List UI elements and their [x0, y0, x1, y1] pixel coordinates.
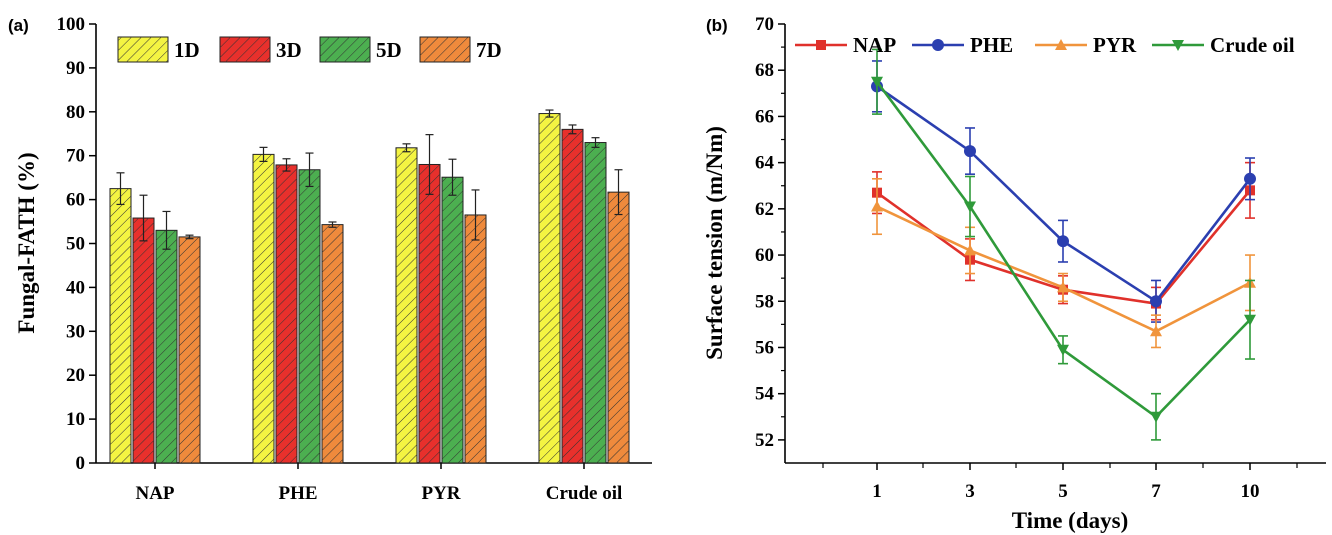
x-tick-label: 3	[965, 481, 975, 502]
bar-hatch	[396, 147, 417, 463]
y-tick-label: 100	[57, 14, 86, 35]
y-axis-title: Surface tension (m/Nm)	[702, 126, 727, 360]
bar-hatch	[110, 188, 131, 463]
y-tick-label: 64	[755, 153, 775, 174]
x-tick-label: 1	[872, 481, 882, 502]
bar-hatch	[253, 154, 274, 463]
bar-hatch	[299, 169, 320, 464]
x-tick-label: PHE	[278, 483, 317, 504]
line-chart-panel: (b) 52 54 56 58 60 62 64 66 68 70 1 3 5 7 10 NAP PHE PY…	[702, 14, 1326, 533]
data-point	[1057, 344, 1069, 356]
y-tick-label: 70	[755, 14, 774, 35]
y-tick-label: 68	[755, 60, 774, 81]
x-tick-label: NAP	[135, 483, 174, 504]
y-tick-label: 50	[66, 234, 85, 255]
y-tick-label: 52	[755, 430, 774, 451]
y-tick-label: 10	[66, 409, 85, 430]
legend-label: PYR	[1093, 33, 1137, 57]
legend-label: 1D	[174, 38, 200, 62]
bar-hatch	[465, 214, 486, 463]
panel-b-label: (b)	[706, 16, 728, 35]
legend-label: 5D	[376, 38, 402, 62]
bar-hatch	[585, 142, 606, 463]
x-axis-title: Time (days)	[1012, 508, 1129, 533]
y-tick-label: 56	[755, 337, 774, 358]
y-tick-label: 70	[66, 146, 85, 167]
bar-hatch	[322, 224, 343, 463]
legend-marker	[1055, 39, 1067, 50]
bar-hatch	[419, 164, 440, 464]
data-point	[1150, 411, 1162, 423]
bar-hatch	[539, 113, 560, 463]
y-tick-label: 30	[66, 321, 85, 342]
legend-swatch-hatch	[420, 37, 470, 62]
y-tick-label: 40	[66, 277, 85, 298]
data-point	[1057, 281, 1069, 293]
y-tick-label: 54	[755, 384, 775, 405]
data-point	[964, 145, 976, 158]
bar-hatch	[442, 177, 463, 463]
legend-label: PHE	[970, 33, 1013, 57]
x-tick-label: 10	[1241, 481, 1260, 502]
legend-swatch-hatch	[220, 37, 270, 62]
data-point	[1057, 235, 1069, 248]
y-tick-label: 66	[755, 106, 774, 127]
legend-swatch-hatch	[320, 37, 370, 62]
data-point	[1150, 325, 1162, 337]
legend-marker	[816, 40, 826, 50]
legend-swatch-hatch	[118, 37, 168, 62]
y-tick-label: 62	[755, 199, 774, 220]
bar-hatch	[562, 129, 583, 464]
data-point	[1244, 314, 1256, 326]
legend-label: Crude oil	[1210, 33, 1295, 57]
legend-label: 3D	[276, 38, 302, 62]
series-line	[876, 85, 1252, 304]
data-point	[1244, 172, 1256, 185]
legend-label: NAP	[853, 33, 896, 57]
bar-hatch	[179, 236, 200, 463]
data-point	[964, 201, 976, 213]
y-axis-title: Fungal-FATH (%)	[14, 152, 39, 333]
bar-hatch	[276, 164, 297, 463]
y-tick-label: 80	[66, 102, 85, 123]
y-tick-label: 58	[755, 291, 774, 312]
panel-a-label: (a)	[8, 16, 29, 35]
y-tick-label: 60	[755, 245, 774, 266]
bar-hatch	[608, 192, 629, 463]
legend-marker	[932, 39, 944, 51]
x-tick-label: 5	[1058, 481, 1068, 502]
legend-marker	[1172, 40, 1184, 51]
bar-hatch	[156, 230, 177, 463]
bar-chart-panel: (a) 0 10 20 30 40 50 60 70 80 90 100 NAP PHE PYR Crud…	[8, 14, 652, 504]
y-tick-label: 20	[66, 365, 85, 386]
legend-label: 7D	[476, 38, 502, 62]
data-point	[871, 76, 883, 88]
bar-hatch	[133, 218, 154, 463]
y-tick-label: 0	[76, 453, 86, 474]
data-point	[964, 244, 976, 256]
y-tick-label: 90	[66, 58, 85, 79]
x-tick-label: PYR	[421, 483, 460, 504]
y-tick-label: 60	[66, 190, 85, 211]
data-point	[1150, 295, 1162, 308]
data-point	[871, 200, 883, 212]
x-tick-label: 7	[1151, 481, 1161, 502]
x-tick-label: Crude oil	[546, 483, 623, 504]
